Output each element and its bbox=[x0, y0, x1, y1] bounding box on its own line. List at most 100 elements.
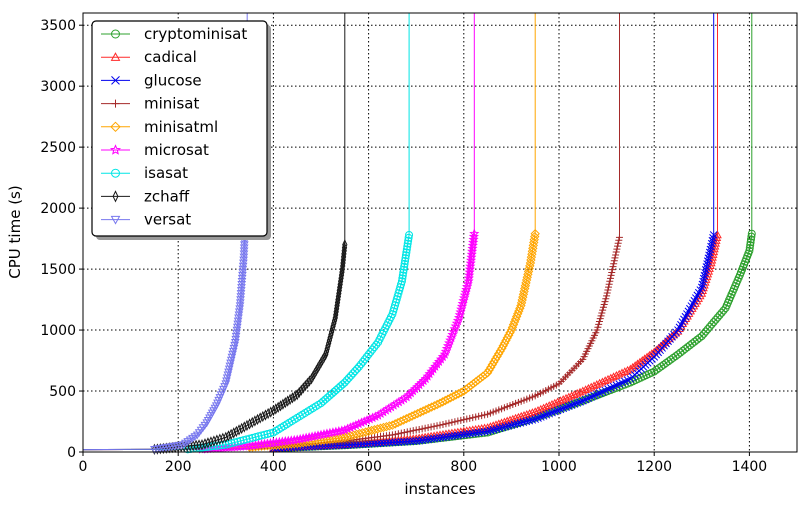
data-point bbox=[747, 229, 756, 238]
data-point bbox=[507, 421, 516, 430]
data-point bbox=[480, 427, 489, 436]
data-point bbox=[111, 76, 120, 85]
data-point bbox=[231, 332, 241, 341]
data-point bbox=[222, 374, 232, 383]
data-point bbox=[705, 248, 714, 257]
data-point bbox=[705, 251, 713, 260]
data-point bbox=[298, 384, 304, 396]
data-point bbox=[388, 431, 396, 439]
data-point bbox=[584, 383, 593, 392]
data-point bbox=[745, 246, 754, 255]
data-point bbox=[421, 424, 429, 432]
data-point bbox=[332, 441, 340, 450]
data-point bbox=[620, 367, 630, 375]
data-point bbox=[337, 441, 346, 450]
data-point bbox=[340, 378, 349, 387]
data-point bbox=[605, 280, 613, 288]
data-point bbox=[109, 144, 122, 155]
data-point bbox=[400, 259, 409, 268]
data-point bbox=[313, 365, 319, 377]
data-point bbox=[610, 260, 618, 268]
data-point bbox=[263, 430, 272, 439]
data-point bbox=[607, 271, 615, 279]
data-point bbox=[465, 258, 476, 268]
data-point bbox=[430, 422, 438, 430]
series-layer bbox=[82, 12, 756, 455]
data-point bbox=[709, 231, 718, 239]
data-point bbox=[439, 420, 447, 428]
data-point bbox=[713, 313, 722, 322]
data-point bbox=[513, 419, 522, 428]
data-point bbox=[699, 277, 707, 286]
data-point bbox=[553, 406, 562, 415]
data-point bbox=[707, 320, 716, 329]
data-point bbox=[268, 406, 274, 418]
y-tick-label: 0 bbox=[67, 445, 76, 461]
data-point bbox=[558, 395, 568, 403]
y-tick-label: 2500 bbox=[40, 140, 76, 156]
data-point bbox=[483, 423, 492, 431]
legend-box bbox=[91, 20, 268, 237]
data-point bbox=[603, 292, 611, 300]
data-point bbox=[466, 414, 474, 422]
data-point bbox=[614, 369, 624, 378]
data-point bbox=[229, 344, 239, 353]
data-point bbox=[576, 398, 584, 406]
data-point bbox=[649, 347, 659, 356]
data-point bbox=[573, 399, 582, 407]
data-point bbox=[531, 415, 540, 423]
data-point bbox=[112, 190, 119, 203]
data-point bbox=[230, 341, 239, 350]
data-point bbox=[251, 433, 260, 442]
data-point bbox=[544, 401, 554, 409]
data-point bbox=[403, 239, 412, 248]
data-point bbox=[457, 416, 465, 424]
data-point bbox=[239, 422, 245, 435]
data-point bbox=[391, 438, 400, 447]
data-point bbox=[564, 392, 574, 401]
data-point bbox=[463, 415, 471, 423]
data-point bbox=[486, 422, 495, 430]
data-point bbox=[701, 327, 710, 336]
x-tick-label: 400 bbox=[260, 459, 287, 475]
data-point bbox=[394, 430, 402, 438]
data-point bbox=[495, 424, 504, 433]
data-point bbox=[483, 427, 492, 436]
data-point bbox=[516, 411, 526, 420]
data-point bbox=[376, 439, 385, 448]
data-point bbox=[340, 441, 349, 450]
data-point bbox=[397, 277, 406, 286]
data-point bbox=[614, 242, 622, 250]
data-point bbox=[400, 437, 409, 446]
data-point bbox=[364, 440, 373, 448]
data-point bbox=[562, 403, 570, 412]
data-point bbox=[273, 403, 279, 415]
data-point bbox=[467, 240, 478, 250]
data-point bbox=[334, 441, 343, 450]
data-point bbox=[598, 377, 607, 386]
data-point bbox=[223, 371, 233, 380]
data-point bbox=[111, 29, 120, 39]
data-point bbox=[361, 440, 370, 448]
data-point bbox=[315, 362, 321, 374]
data-point bbox=[265, 407, 271, 420]
data-point bbox=[547, 399, 557, 408]
data-point bbox=[594, 323, 602, 331]
data-point bbox=[394, 438, 403, 446]
data-point bbox=[595, 378, 604, 387]
data-point bbox=[745, 243, 754, 252]
data-point bbox=[228, 350, 237, 359]
data-point bbox=[606, 373, 616, 382]
data-point bbox=[422, 371, 433, 381]
data-point bbox=[701, 268, 709, 277]
legend-label: minisat bbox=[144, 95, 199, 113]
data-point bbox=[700, 271, 709, 280]
y-tick-label: 2000 bbox=[40, 201, 76, 217]
data-point bbox=[399, 268, 408, 277]
data-point bbox=[366, 348, 375, 357]
data-point bbox=[225, 430, 232, 442]
data-point bbox=[435, 354, 447, 364]
data-point bbox=[608, 266, 616, 274]
data-point bbox=[321, 351, 327, 363]
